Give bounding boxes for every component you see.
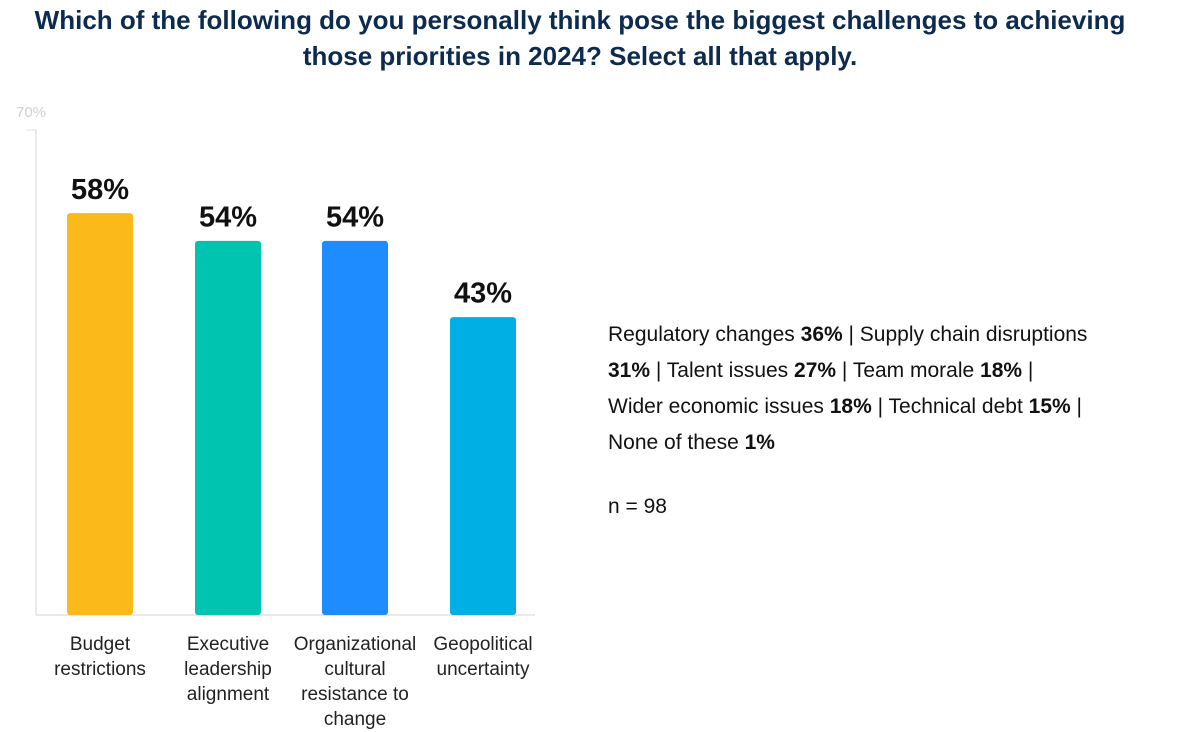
other-value: 36% xyxy=(800,323,843,346)
chart-title: Which of the following do you personally… xyxy=(34,5,1126,71)
bar xyxy=(322,240,388,615)
value-label: 58% xyxy=(71,174,129,206)
other-challenges: Regulatory changes 36% | Supply chain di… xyxy=(608,323,1088,454)
value-label: 43% xyxy=(454,278,512,310)
other-label: Talent issues xyxy=(666,359,789,382)
bar xyxy=(450,317,516,615)
other-value: 31% xyxy=(608,359,651,382)
other-label: None of these xyxy=(608,431,739,454)
other-value: 18% xyxy=(980,359,1023,382)
bar xyxy=(67,213,133,615)
bar xyxy=(195,240,261,615)
other-value: 15% xyxy=(1028,395,1071,418)
other-value: 18% xyxy=(829,395,872,418)
x-tick-label: Budget restrictions xyxy=(54,634,146,680)
x-tick-label: Executive leadership alignment xyxy=(184,634,272,705)
x-tick-label: Organizational cultural resistance to ch… xyxy=(293,634,417,730)
chart: 70% 58% 54% 54% 43% xyxy=(16,104,535,616)
x-tick-label: Geopolitical uncertainty xyxy=(433,634,533,680)
other-value: 1% xyxy=(744,431,775,454)
value-label: 54% xyxy=(199,202,257,234)
other-label: Supply chain disruptions xyxy=(859,323,1088,346)
other-label: Team morale xyxy=(852,359,975,382)
other-value: 27% xyxy=(794,359,837,382)
other-label: Regulatory changes xyxy=(608,323,795,346)
y-tick-label: 70% xyxy=(16,104,46,121)
value-label: 54% xyxy=(326,202,384,234)
other-label: Wider economic issues xyxy=(608,395,824,418)
sample-size: n = 98 xyxy=(608,495,667,518)
other-label: Technical debt xyxy=(888,395,1023,418)
